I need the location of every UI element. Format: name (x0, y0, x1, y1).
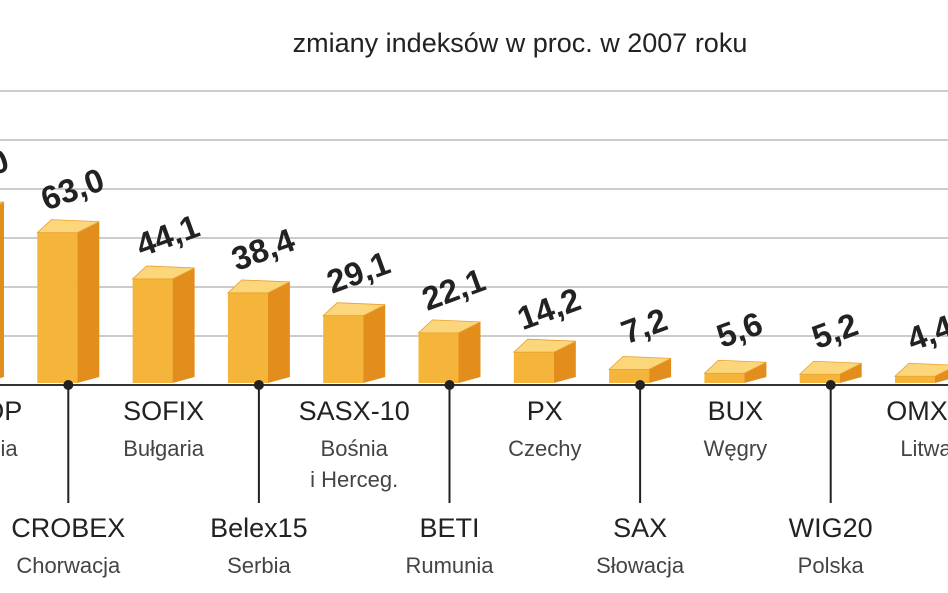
bar-top (322, 302, 386, 317)
category-label: SAX (613, 513, 667, 543)
value-label: 5,2 (807, 305, 863, 355)
bar-side (649, 358, 672, 383)
bar-top (226, 279, 291, 294)
value-label: 38,4 (226, 221, 300, 278)
value-label: 4,4 (902, 307, 948, 358)
bar-front (323, 315, 364, 383)
bar-front (37, 232, 78, 383)
bar-front (609, 369, 650, 383)
category-label: SASX-10 (299, 396, 410, 426)
bar-side (458, 321, 481, 383)
connector-dot (825, 380, 836, 390)
bar (798, 360, 862, 383)
value-label: 29,1 (322, 244, 395, 301)
value-label: 14,2 (512, 280, 585, 337)
category-label: SOFIX (123, 396, 204, 426)
bar (417, 319, 481, 383)
category-label: CROBEX (11, 513, 125, 543)
bar-front (227, 292, 268, 383)
bar-top (893, 362, 948, 377)
category-label: OMXV (886, 396, 948, 426)
value-label: 63,0 (36, 161, 109, 218)
bar (703, 359, 767, 383)
country-label: Słowacja (596, 553, 685, 578)
category-label: Belex15 (210, 513, 308, 543)
value-label: 5,6 (712, 304, 768, 354)
country-label: Bośnia (321, 436, 389, 461)
country-label: Chorwacja (16, 553, 121, 578)
bar (512, 338, 576, 383)
value-label: 44,1 (131, 207, 204, 264)
bar-top (417, 319, 481, 334)
bar-side (172, 267, 195, 383)
bar-side (744, 362, 767, 383)
category-label: PX (527, 396, 563, 426)
bar (608, 355, 672, 383)
bar (131, 265, 195, 383)
bar (0, 201, 5, 379)
country-label: Czechy (508, 436, 581, 461)
bar-side (267, 281, 290, 383)
connector-dot (635, 380, 646, 390)
bar-top (703, 359, 767, 374)
connector-dot (253, 380, 264, 390)
bar-side (553, 341, 576, 383)
bar (893, 362, 948, 383)
bar-front (132, 278, 173, 383)
country-label: Bułgaria (123, 436, 204, 461)
bar-top (608, 355, 672, 370)
connector-dot (63, 380, 74, 390)
bar-side (77, 221, 100, 383)
category-label: SBITOP (0, 396, 22, 426)
bar-side (839, 363, 862, 383)
bar (226, 279, 291, 383)
country-label: Litwa (900, 436, 948, 461)
bar-side (363, 304, 386, 383)
country-label: Węgry (704, 436, 768, 461)
bar-front (513, 352, 554, 383)
bar-side (935, 369, 948, 383)
country-label: Słowenia (0, 436, 18, 461)
bar-side (0, 202, 4, 379)
category-label: BETI (419, 513, 479, 543)
bar-top (798, 360, 862, 375)
value-label: 7,2 (616, 301, 672, 351)
bar-top (36, 219, 100, 234)
connector-dot (444, 380, 455, 390)
bar-front (895, 376, 935, 383)
bar (322, 302, 386, 383)
category-label: WIG20 (789, 513, 873, 543)
country-label: Polska (798, 553, 865, 578)
bar-top (512, 338, 576, 353)
bar-front (704, 373, 745, 383)
chart-title: zmiany indeksów w proc. w 2007 roku (293, 28, 748, 58)
value-label: 22,1 (417, 261, 490, 318)
bar (36, 219, 100, 383)
country-label: i Herceg. (310, 467, 398, 492)
bar-top (0, 201, 5, 205)
country-label: Rumunia (405, 553, 494, 578)
category-label: BUX (708, 396, 764, 426)
bar-front (418, 332, 459, 383)
bar-top (131, 265, 195, 280)
country-label: Serbia (227, 553, 291, 578)
